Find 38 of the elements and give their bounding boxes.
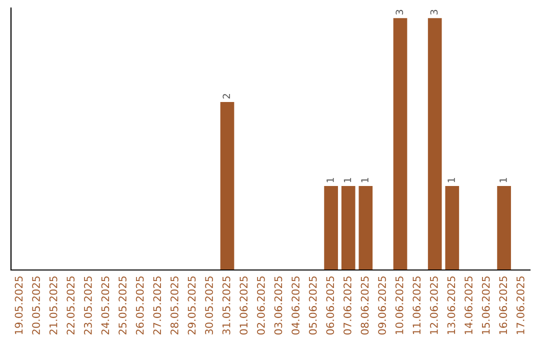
x-tick-label: 17.06.2025 — [516, 276, 524, 334]
data-label: 1 — [448, 178, 455, 182]
data-label: 1 — [500, 178, 507, 182]
x-tick-label: 31.05.2025 — [222, 276, 230, 334]
x-tick-label: 10.06.2025 — [395, 276, 404, 334]
x-tick-label: 26.05.2025 — [136, 276, 144, 334]
x-tick-label: 11.06.2025 — [412, 276, 421, 334]
x-tick-label: 21.05.2025 — [49, 276, 58, 334]
x-tick-label: 14.06.2025 — [464, 276, 472, 334]
x-tick-label: 13.06.2025 — [447, 276, 456, 334]
data-label: 3 — [396, 10, 404, 15]
x-tick-label: 06.06.2025 — [326, 276, 334, 335]
x-tick-label: 08.06.2025 — [360, 276, 369, 335]
x-tick-label: 09.06.2025 — [378, 276, 386, 335]
x-tick-label: 07.06.2025 — [343, 276, 352, 335]
data-label: 1 — [326, 178, 334, 182]
data-label: 2 — [222, 94, 230, 99]
x-tick-label: 25.05.2025 — [118, 276, 126, 334]
x-tick-label: 30.05.2025 — [205, 276, 213, 334]
data-label: 3 — [430, 10, 438, 15]
x-tick-label: 19.05.2025 — [14, 276, 23, 334]
x-tick-label: 05.06.2025 — [308, 276, 317, 335]
data-label: 1 — [344, 178, 352, 182]
x-tick-label: 28.05.2025 — [170, 276, 178, 334]
x-tick-label: 24.05.2025 — [101, 276, 110, 334]
x-tick-label: 23.05.2025 — [84, 276, 92, 334]
x-tick-label: 22.05.2025 — [66, 276, 75, 334]
x-tick-label: 20.05.2025 — [32, 276, 40, 334]
x-tick-label: 02.06.2025 — [256, 276, 265, 335]
x-tick-label: 15.06.2025 — [482, 276, 490, 334]
x-tick-label: 03.06.2025 — [274, 276, 282, 335]
x-tick-label: 04.06.2025 — [292, 276, 300, 335]
x-tick-label: 12.06.2025 — [430, 276, 438, 334]
x-tick-label: 01.06.2025 — [240, 276, 248, 335]
x-tick-label: 27.05.2025 — [153, 276, 162, 334]
data-label: 1 — [361, 178, 368, 182]
x-tick-label: 29.05.2025 — [188, 276, 196, 334]
x-tick-label: 16.06.2025 — [499, 276, 508, 334]
